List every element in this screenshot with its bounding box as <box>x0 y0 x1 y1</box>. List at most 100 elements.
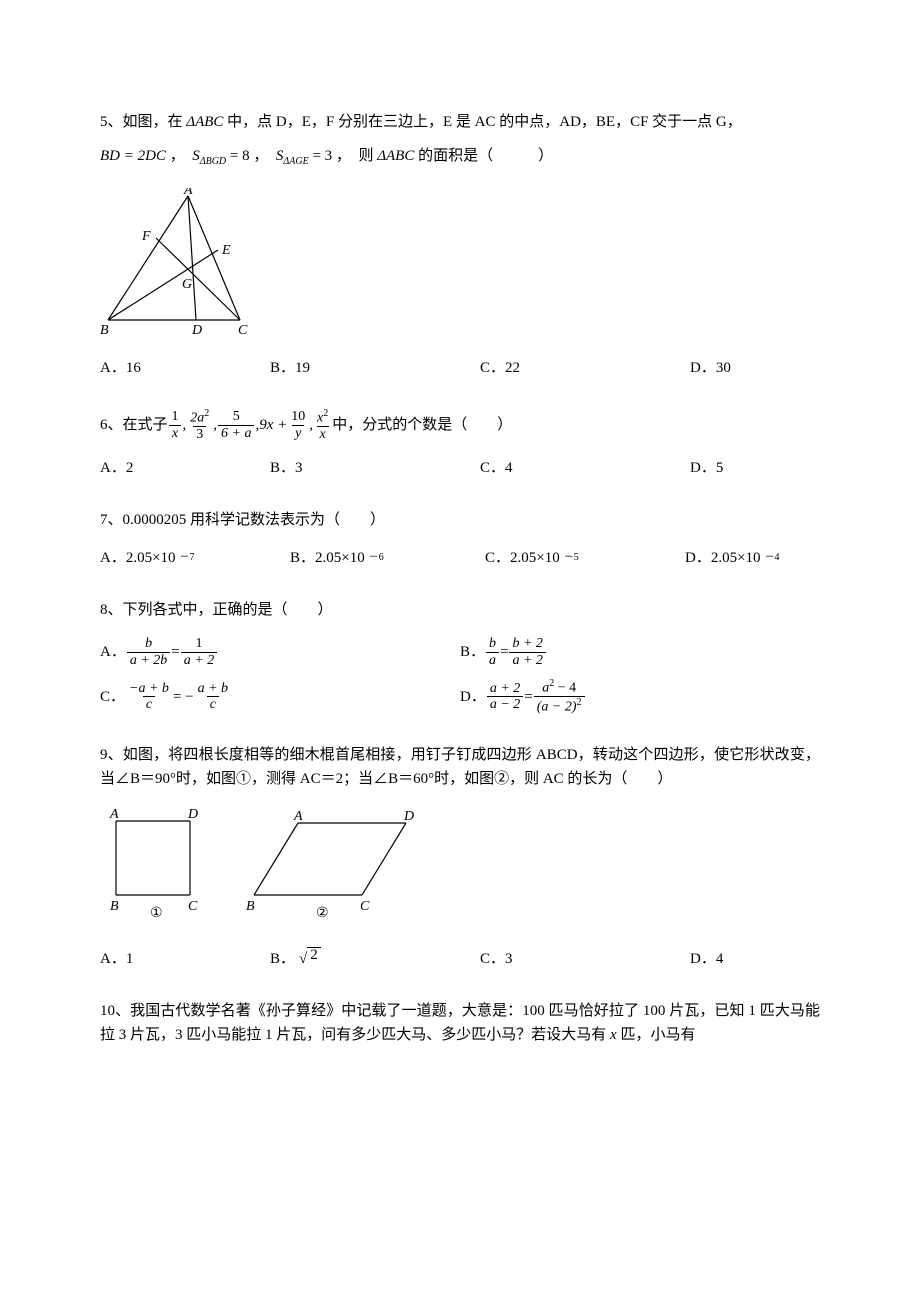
lab: C． <box>100 685 125 709</box>
q6-frac1: 1x <box>169 409 182 441</box>
q5-options: A．16 B．19 C．22 D．30 <box>100 356 820 380</box>
q6-frac5: x2x <box>314 408 331 442</box>
svg-text:C: C <box>238 323 248 338</box>
q5-optB: B．19 <box>270 356 480 380</box>
q5-post-tail: 的面积是（ ） <box>418 148 553 164</box>
q5-post-pre: 则 <box>358 148 373 164</box>
d: a + 2b <box>127 652 170 668</box>
d: a <box>486 652 499 668</box>
q5-optC: C．22 <box>480 356 690 380</box>
svg-text:D: D <box>191 323 202 338</box>
sep4: , <box>309 413 313 437</box>
s: 2 <box>577 697 582 708</box>
q9-figures: ADBC① ADBC② <box>100 809 820 929</box>
eq: = − <box>173 685 194 709</box>
q5-figure: ABCDEFG <box>100 188 820 338</box>
q6-pre: 6、在式子 <box>100 413 168 437</box>
d: 3 <box>193 426 206 442</box>
q6-frac4: 10y <box>288 409 308 441</box>
e: －7 <box>180 550 195 566</box>
q5-optA: A．16 <box>100 356 270 380</box>
n: −a + b <box>126 681 172 696</box>
svg-text:B: B <box>110 899 119 914</box>
q7-optB: B．2.05×10－6 <box>290 546 485 570</box>
d: c <box>143 696 155 712</box>
q6-optB: B．3 <box>270 456 480 480</box>
q5-text: 5、如图，在 <box>100 114 183 130</box>
d: 6 + a <box>218 425 254 441</box>
n: 10 <box>288 409 308 424</box>
d: a + 2 <box>181 652 217 668</box>
q9-optB: B． √2 <box>270 947 480 971</box>
n: b + 2 <box>509 636 545 651</box>
comma1: ， <box>170 148 189 164</box>
question-8: 8、下列各式中，正确的是（ ） A． ba + 2b = 1a + 2 B． b… <box>100 598 820 715</box>
svg-text:D: D <box>403 809 414 824</box>
p: D．2.05×10 <box>685 546 761 570</box>
q8-optD: D． a + 2a − 2 = a2 − 4 (a − 2)2 <box>460 678 820 715</box>
svg-text:G: G <box>182 277 192 292</box>
q5-s2-sub: ΔAGE <box>283 156 308 167</box>
q7-optC: C．2.05×10－5 <box>485 546 685 570</box>
q8-row2: C． −a + bc = − a + bc D． a + 2a − 2 = a2… <box>100 678 820 715</box>
lab: A． <box>100 640 126 664</box>
lab: B． <box>460 640 485 664</box>
q5-post-tri: ΔABC <box>377 148 414 164</box>
svg-text:B: B <box>246 899 255 914</box>
svg-text:A: A <box>109 809 119 822</box>
q5-text2: 中，点 D，E，F 分别在三边上，E 是 AC 的中点，AD，BE，CF 交于一… <box>227 114 742 130</box>
q6-post: 中，分式的个数是（ ） <box>332 413 512 437</box>
e: －6 <box>369 550 384 566</box>
q5-s1-sub: ΔBGD <box>200 156 226 167</box>
e: －5 <box>564 550 579 566</box>
question-5: 5、如图，在 ΔABC 中，点 D，E，F 分别在三边上，E 是 AC 的中点，… <box>100 110 820 380</box>
q6-frac3: 56 + a <box>218 409 254 441</box>
q5-s1-val: = 8 <box>226 148 249 164</box>
svg-text:A: A <box>183 188 193 198</box>
svg-text:②: ② <box>316 906 329 921</box>
p: B．2.05×10 <box>290 546 365 570</box>
d: y <box>292 425 304 441</box>
question-6: 6、在式子 1x , 2a23 , 56 + a , 9x + 10y , x2… <box>100 408 820 480</box>
q8-optA: A． ba + 2b = 1a + 2 <box>100 636 460 668</box>
rhombus-diagram: A D B C ② <box>238 809 428 929</box>
p: C．2.05×10 <box>485 546 560 570</box>
q9-optA: A．1 <box>100 947 270 971</box>
fr: a + bc <box>195 681 231 713</box>
question-9: 9、如图，将四根长度相等的细木棍首尾相接，用钉子钉成四边形 ABCD，转动这个四… <box>100 743 820 971</box>
q8-optB: B． ba = b + 2a + 2 <box>460 636 820 668</box>
q5-bd: BD = 2DC <box>100 148 166 164</box>
n: 5 <box>230 409 243 424</box>
q9-stem: 9、如图，将四根长度相等的细木棍首尾相接，用钉子钉成四边形 ABCD，转动这个四… <box>100 743 820 791</box>
q7-optA: A．2.05×10－7 <box>100 546 290 570</box>
q5-stem-line1: 5、如图，在 ΔABC 中，点 D，E，F 分别在三边上，E 是 AC 的中点，… <box>100 110 820 134</box>
sqrt-icon: √2 <box>299 947 321 971</box>
square-diagram: ADBC① <box>100 809 210 929</box>
q7-options: A．2.05×10－7 B．2.05×10－6 C．2.05×10－5 D．2.… <box>100 546 820 570</box>
rad: 2 <box>307 947 321 963</box>
q5-s2-val: = 3 <box>309 148 332 164</box>
q9-optC: C．3 <box>480 947 690 971</box>
d: x <box>169 425 181 441</box>
eq: = <box>500 640 508 664</box>
q9-options: A．1 B． √2 C．3 D．4 <box>100 947 820 971</box>
q9-optD: D．4 <box>690 947 723 971</box>
q5-stem-line2: BD = 2DC ， SΔBGD = 8 ， SΔAGE = 3 ， 则 ΔAB… <box>100 144 820 170</box>
e: －4 <box>765 550 780 566</box>
svg-text:B: B <box>100 323 109 338</box>
q6-stem: 6、在式子 1x , 2a23 , 56 + a , 9x + 10y , x2… <box>100 408 820 442</box>
d: a + 2 <box>509 652 545 668</box>
n: a + 2 <box>487 681 523 696</box>
q5-s1: S <box>192 148 200 164</box>
fr: 1a + 2 <box>181 636 217 668</box>
eq: = <box>524 685 532 709</box>
q10-stem: 10、我国古代数学名著《孙子算经》中记载了一道题，大意是：100 匹马恰好拉了 … <box>100 999 820 1047</box>
s: 2 <box>204 408 209 419</box>
svg-text:C: C <box>360 899 370 914</box>
svg-text:A: A <box>293 809 303 824</box>
eq: = <box>171 640 179 664</box>
p: A．2.05×10 <box>100 546 176 570</box>
q6-optA: A．2 <box>100 456 270 480</box>
n: b <box>486 636 499 651</box>
svg-text:D: D <box>187 809 198 822</box>
